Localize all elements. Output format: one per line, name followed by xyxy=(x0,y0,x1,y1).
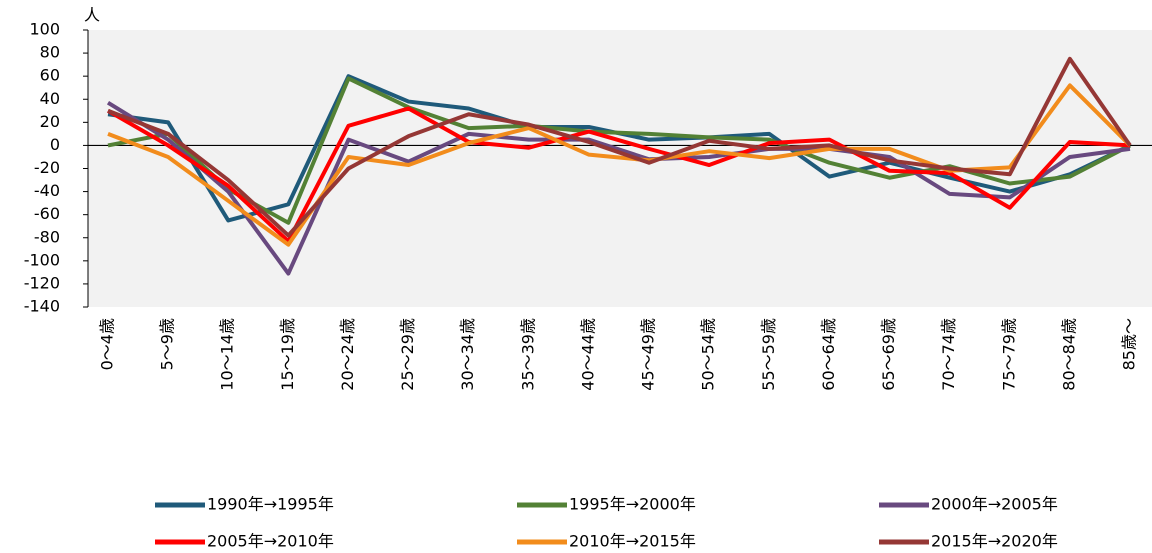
y-tick-label: 40 xyxy=(40,89,60,108)
x-tick-label: 75～79歳 xyxy=(999,318,1018,391)
x-tick-label: 10～14歳 xyxy=(218,318,237,391)
x-tick-label: 25～29歳 xyxy=(398,318,417,391)
y-tick-label: -120 xyxy=(24,273,60,292)
y-tick-label: 20 xyxy=(40,112,60,131)
legend-label: 2015年→2020年 xyxy=(931,532,1058,551)
x-tick-label: 50～54歳 xyxy=(699,318,718,391)
y-tick-label: 80 xyxy=(40,43,60,62)
series-line xyxy=(107,56,1132,238)
y-tick-label: -40 xyxy=(34,181,60,200)
x-tick-label: 60～64歳 xyxy=(819,318,838,391)
y-unit: 人 xyxy=(84,6,100,25)
legend-label: 2005年→2010年 xyxy=(207,532,334,551)
x-tick-label: 20～24歳 xyxy=(338,318,357,391)
y-tick-label: 0 xyxy=(50,135,60,154)
y-tick-label: -140 xyxy=(24,297,60,316)
y-tick-label: 100 xyxy=(29,20,60,39)
x-tick-label: 0～4歳 xyxy=(98,318,117,370)
x-tick-label: 45～49歳 xyxy=(639,318,658,391)
x-tick-label: 5～9歳 xyxy=(158,318,177,370)
series-line xyxy=(107,106,1131,244)
x-tick-label: 55～59歳 xyxy=(759,318,778,391)
legend-label: 1995年→2000年 xyxy=(569,495,696,514)
y-tick-label: -80 xyxy=(34,227,60,246)
legend-label: 2010年→2015年 xyxy=(569,532,696,551)
y-tick-label: -60 xyxy=(34,204,60,223)
series-line xyxy=(106,101,1131,276)
x-tick-label: 15～19歳 xyxy=(278,318,297,391)
x-tick-label: 65～69歳 xyxy=(879,318,898,391)
x-tick-label: 30～34歳 xyxy=(458,318,477,391)
x-tick-label: 80～84歳 xyxy=(1059,318,1078,391)
x-tick-label: 85歳～ xyxy=(1120,318,1139,370)
y-tick-label: -100 xyxy=(24,250,60,269)
legend-label: 2000年→2005年 xyxy=(931,495,1058,514)
x-tick-label: 70～74歳 xyxy=(939,318,958,391)
y-tick-label: 60 xyxy=(40,66,60,85)
legend-label: 1990年→1995年 xyxy=(207,495,334,514)
x-tick-label: 35～39歳 xyxy=(518,318,537,391)
y-tick-label: -20 xyxy=(34,158,60,177)
x-tick-label: 40～44歳 xyxy=(578,318,597,391)
